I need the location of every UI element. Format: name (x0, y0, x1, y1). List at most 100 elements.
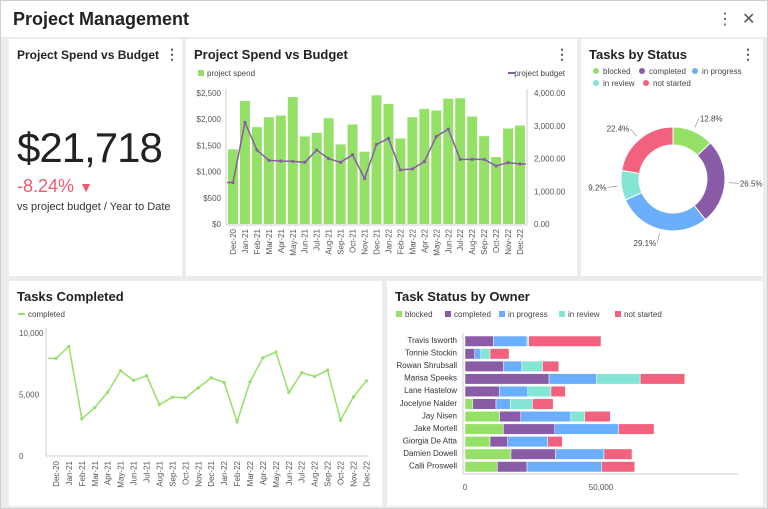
delta-value: -8.24% (17, 176, 75, 196)
budget-point (386, 136, 391, 141)
x-tick-label: Jun-21 (301, 228, 310, 253)
bar-segment-in-progress (555, 448, 605, 460)
spend-bar (251, 127, 262, 224)
x-tick-label: Mar-21 (265, 228, 274, 254)
budget-point (315, 148, 319, 152)
bar-segment-in-review (480, 348, 491, 360)
spend-bar (395, 138, 406, 224)
tasks-completed-panel: Tasks Completed completed 0 5,000 10,000 Dec… (9, 281, 382, 506)
donut-slice-not-started (621, 126, 674, 175)
x-tick-label: Dec-21 (207, 460, 216, 486)
bar-segment-in-progress (493, 335, 528, 347)
slice-value-label: 9.2% (588, 183, 606, 192)
budget-point (470, 157, 474, 161)
x-tick-label: Jan-22 (220, 460, 229, 485)
completed-point (183, 396, 187, 400)
panel-title: Project Spend vs Budget (17, 48, 160, 62)
bar-segment-in-progress (474, 348, 482, 360)
x-tick-label: Jul-22 (456, 228, 465, 250)
budget-point (279, 159, 283, 163)
x-tick-label: Sep-21 (168, 460, 177, 486)
budget-point (231, 180, 235, 185)
legend-label: completed (454, 310, 491, 319)
completed-line (48, 344, 368, 425)
x-tick-label: Apr-21 (277, 228, 286, 253)
owner-label: Giorgia De Atta (403, 436, 458, 445)
bar-segment-blocked (464, 411, 500, 423)
bar-segment-not-started (489, 348, 510, 360)
panel-title: Tasks by Status (589, 47, 688, 62)
bar-segment-not-started (601, 461, 635, 473)
legend-label: in review (568, 310, 600, 319)
kebab-icon[interactable]: ⋮ (555, 46, 569, 62)
triangle-down-icon: ▼ (79, 179, 93, 195)
x-tick-label: Feb-21 (78, 460, 87, 486)
bar-segment-in-progress (507, 436, 548, 448)
completed-point (261, 356, 265, 360)
kpi-value: $21,718 (17, 124, 163, 171)
completed-point (338, 418, 343, 422)
owner-label: Jake Mortell (414, 424, 457, 433)
kpi-panel: Project Spend vs Budget ⋮ $21,718 -8.24%… (9, 39, 182, 276)
legend-swatch-spend (198, 70, 204, 76)
x-tick-label: Jun-22 (285, 460, 294, 485)
legend-dot (639, 68, 645, 74)
x-tick-label: Jan-21 (65, 460, 74, 485)
x-tick-label: Dec-22 (516, 228, 525, 254)
panel-title: Tasks Completed (17, 289, 124, 304)
budget-point (255, 148, 259, 152)
x-tick-label: Dec-20 (229, 228, 238, 254)
budget-point (267, 158, 271, 162)
budget-point (398, 168, 403, 172)
budget-point (350, 153, 355, 157)
y-tick-left: $500 (203, 194, 221, 203)
bar-segment-not-started (618, 423, 655, 435)
bar-segment-in-review (510, 398, 533, 410)
x-tick-label: Sep-21 (337, 228, 346, 254)
kebab-icon[interactable]: ⋮ (741, 46, 755, 62)
legend-label-budget: project budget (514, 69, 565, 78)
completed-point (170, 395, 174, 399)
bar-segment-not-started (528, 335, 602, 347)
bar-segment-completed (510, 448, 556, 460)
completed-point (364, 379, 368, 383)
bar-segment-not-started (542, 360, 560, 372)
close-icon[interactable]: ✕ (742, 11, 756, 28)
bar-segment-in-progress (495, 398, 511, 410)
leader-line (728, 182, 739, 184)
budget-point (518, 162, 522, 166)
spend-bar (359, 151, 370, 224)
spend-bar (503, 128, 514, 224)
completed-point (222, 380, 226, 385)
completed-point (235, 420, 239, 424)
bar-segment-in-review (521, 360, 543, 372)
kebab-icon[interactable]: ⋮ (717, 11, 733, 28)
leader-line (694, 118, 700, 128)
completed-point (132, 378, 136, 383)
x-tick-label: Mar-22 (246, 460, 255, 486)
bar-segment-completed (489, 436, 508, 448)
x-tick-label: Dec-20 (52, 460, 61, 486)
completed-point (93, 405, 97, 410)
x-tick-label: Oct-22 (492, 228, 501, 253)
completed-point (157, 402, 162, 407)
budget-point (446, 127, 450, 131)
owner-label: Lane Hastelow (404, 386, 457, 395)
kebab-icon[interactable]: ⋮ (165, 46, 179, 62)
x-tick-label: Aug-21 (325, 228, 334, 254)
legend-dot (593, 80, 599, 86)
bar-segment-completed (499, 411, 522, 423)
x-tick-label: Jul-21 (313, 228, 322, 250)
y-tick-left: $0 (212, 220, 221, 229)
spend-bar (347, 124, 358, 224)
spend-budget-panel: Project Spend vs Budget ⋮ project spend p… (186, 39, 577, 276)
bar-segment-in-progress (554, 423, 619, 435)
spend-bar (431, 110, 442, 224)
panel-title: Project Spend vs Budget (194, 47, 348, 62)
spend-bar (228, 149, 238, 224)
budget-point (327, 157, 331, 161)
y-tick-left: $1,500 (197, 141, 222, 150)
x-tick-label: Sep-22 (324, 460, 333, 486)
bar-segment-completed (503, 423, 556, 435)
